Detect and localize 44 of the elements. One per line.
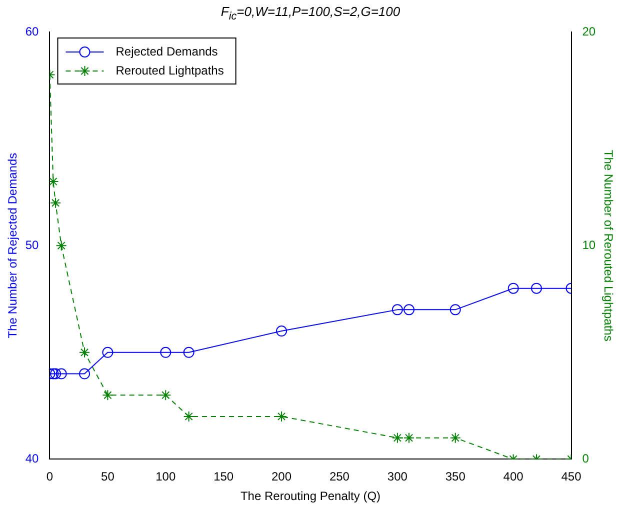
point (79, 346, 90, 358)
point (276, 326, 288, 337)
y-axis-title: The Number of Rejected Demands (6, 152, 20, 338)
point (183, 346, 194, 358)
x-tick-label: 250 (329, 470, 350, 484)
point (102, 390, 114, 401)
x-tick-label: 350 (445, 470, 466, 484)
point (508, 282, 519, 294)
x-tick-label: 200 (272, 470, 292, 484)
point (404, 432, 415, 444)
x-tick-label: 300 (387, 470, 408, 484)
point (160, 346, 172, 358)
point (450, 304, 461, 316)
point (530, 282, 542, 294)
y-tick-label: 60 (25, 24, 40, 38)
x-axis-title: The Rerouting Penalty (Q) (240, 489, 381, 504)
point (56, 368, 67, 380)
x-tick-label: 100 (156, 470, 176, 484)
y2-tick-label: 10 (582, 238, 596, 252)
y2-tick-label: 20 (582, 24, 596, 38)
point (79, 368, 90, 380)
point (50, 368, 62, 380)
x-tick-label: 50 (101, 470, 115, 484)
legend-label: Rerouted Lightpaths (116, 63, 224, 78)
y2-tick-label: 0 (582, 452, 590, 466)
legend-label: Rejected Demands (116, 44, 218, 58)
x-tick-label: 0 (46, 470, 54, 484)
point (392, 304, 403, 316)
point (276, 410, 288, 422)
point (50, 197, 62, 208)
point (450, 432, 461, 444)
y-tick-label: 40 (25, 452, 40, 466)
point (56, 240, 67, 252)
x-tick-label: 400 (503, 470, 524, 484)
point (404, 304, 415, 316)
point (102, 346, 114, 358)
point (392, 432, 403, 444)
chart-title: F$_{ic}$=0,W=11,P=100,S=2,G=100 (220, 4, 402, 23)
point (160, 390, 172, 401)
x-tick-label: 150 (214, 470, 234, 484)
y-tick-label: 50 (25, 238, 40, 252)
point (183, 410, 194, 422)
x-tick-label: 450 (561, 470, 582, 484)
y2-axis-title: The Number of Rerouted Lightpaths (601, 150, 616, 342)
